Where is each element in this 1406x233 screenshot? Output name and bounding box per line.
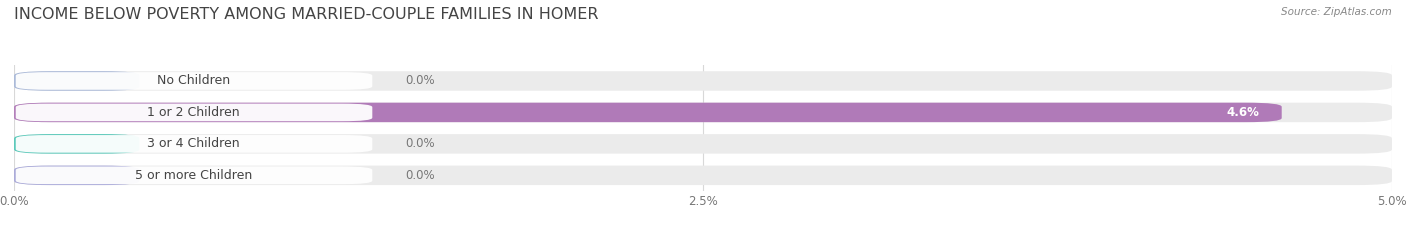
FancyBboxPatch shape [14,71,139,91]
FancyBboxPatch shape [14,103,1392,122]
Text: 1 or 2 Children: 1 or 2 Children [146,106,239,119]
FancyBboxPatch shape [15,72,373,90]
FancyBboxPatch shape [15,104,373,121]
Text: 0.0%: 0.0% [405,137,434,150]
FancyBboxPatch shape [14,166,1392,185]
Text: 3 or 4 Children: 3 or 4 Children [146,137,239,150]
FancyBboxPatch shape [14,71,1392,91]
Text: 0.0%: 0.0% [405,75,434,87]
Text: 0.0%: 0.0% [405,169,434,182]
FancyBboxPatch shape [15,135,373,153]
FancyBboxPatch shape [14,166,139,185]
FancyBboxPatch shape [14,134,1392,154]
FancyBboxPatch shape [14,134,139,154]
FancyBboxPatch shape [15,167,373,184]
Text: Source: ZipAtlas.com: Source: ZipAtlas.com [1281,7,1392,17]
FancyBboxPatch shape [14,103,1282,122]
Text: 4.6%: 4.6% [1227,106,1260,119]
Text: INCOME BELOW POVERTY AMONG MARRIED-COUPLE FAMILIES IN HOMER: INCOME BELOW POVERTY AMONG MARRIED-COUPL… [14,7,599,22]
Text: No Children: No Children [156,75,229,87]
Text: 5 or more Children: 5 or more Children [135,169,252,182]
